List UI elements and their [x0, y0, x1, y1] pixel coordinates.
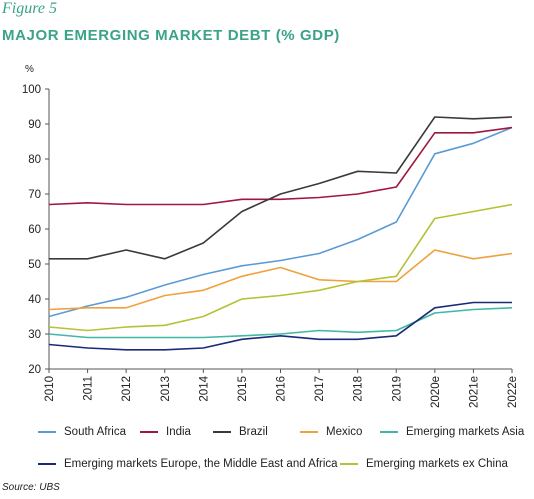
- legend-label: Emerging markets ex China: [366, 458, 508, 470]
- legend-label: Mexico: [326, 426, 363, 438]
- y-tick-label: 40: [28, 294, 41, 306]
- y-axis-unit: %: [25, 64, 34, 75]
- x-tick-label: 2011: [83, 376, 95, 401]
- x-tick-label: 2014: [198, 375, 210, 401]
- legend-swatch: [340, 463, 358, 465]
- y-tick-label: 20: [28, 364, 41, 376]
- x-tick-label: 2016: [276, 376, 288, 402]
- x-tick-label: 2012: [121, 376, 133, 402]
- x-tick-label: 2018: [353, 376, 365, 402]
- legend-label: Emerging markets Europe, the Middle East…: [64, 458, 338, 470]
- x-tick-label: 2013: [160, 376, 172, 402]
- y-tick-label: 30: [28, 329, 41, 341]
- y-tick-label: 90: [28, 119, 41, 131]
- legend-label: Brazil: [239, 426, 268, 438]
- x-tick-label: 2019: [391, 376, 403, 402]
- series-line-brazil: [49, 116, 513, 260]
- series-line-india: [48, 126, 513, 206]
- source-note: Source: UBS: [2, 482, 60, 493]
- legend-item: South Africa: [38, 426, 126, 438]
- y-tick-label: 70: [28, 189, 41, 201]
- legend-item: Emerging markets Asia: [380, 426, 524, 438]
- chart-title: MAJOR EMERGING MARKET DEBT (% GDP): [2, 27, 340, 44]
- legend-swatch: [38, 463, 56, 465]
- legend-item: India: [140, 426, 191, 438]
- legend-item: Brazil: [213, 426, 268, 438]
- legend-label: South Africa: [64, 426, 127, 438]
- legend-swatch: [380, 431, 398, 433]
- y-tick-label: 100: [22, 84, 41, 96]
- series-line-emerging-markets-asia: [48, 307, 513, 339]
- legend-item: Emerging markets Europe, the Middle East…: [38, 458, 338, 470]
- legend-label: Emerging markets Asia: [406, 426, 525, 438]
- legend-swatch: [38, 431, 56, 433]
- legend-swatch: [300, 431, 318, 433]
- series-line-south-africa: [48, 126, 513, 318]
- series-line-emerging-markets-europe-the-middle-east-and-africa: [48, 301, 512, 351]
- legend-label: India: [166, 426, 191, 438]
- x-tick-label: 2021e: [468, 376, 480, 408]
- legend-swatch: [140, 431, 158, 433]
- series-line-emerging-markets-ex-china: [48, 203, 513, 332]
- x-tick-label: 2020e: [430, 376, 442, 408]
- legend-item: Emerging markets ex China: [340, 458, 508, 470]
- x-tick-label: 2022e: [507, 376, 519, 408]
- legend-swatch: [213, 431, 231, 433]
- y-tick-label: 80: [28, 154, 41, 166]
- legend-item: Mexico: [300, 426, 362, 438]
- x-tick-label: 2010: [44, 376, 56, 402]
- figure-label: Figure 5: [2, 0, 57, 17]
- y-tick-label: 50: [28, 259, 41, 271]
- x-tick-label: 2015: [237, 376, 249, 402]
- x-tick-label: 2017: [314, 376, 326, 402]
- series-line-mexico: [48, 249, 513, 311]
- y-tick-label: 60: [28, 224, 41, 236]
